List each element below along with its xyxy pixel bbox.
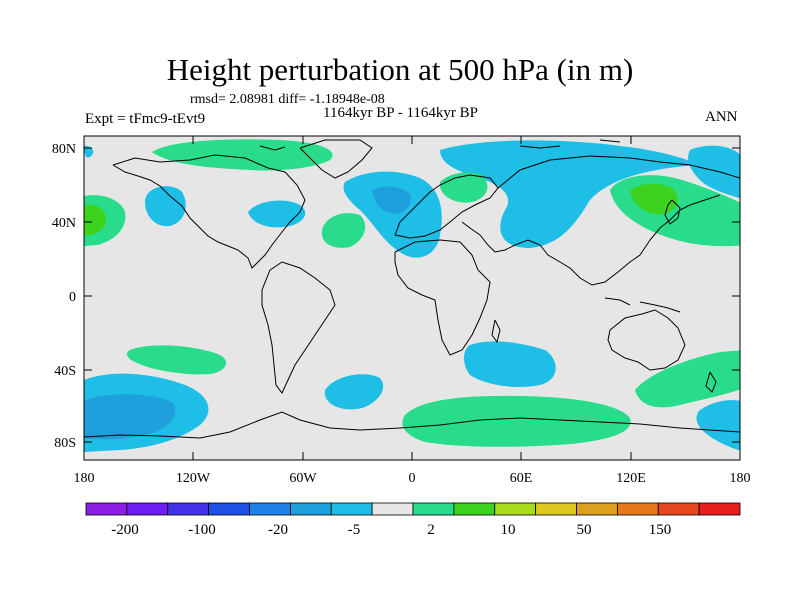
lon-labels: 180 120W 60W 0 60E 120E 180 [74, 471, 751, 486]
colorbar-box [330, 502, 373, 516]
anomaly-north-atlantic-pos [321, 213, 366, 248]
colorbar-box [494, 502, 537, 516]
colorbar-labels: -200 -100 -20 -5 2 10 50 150 [111, 522, 671, 538]
anomaly-south-atlantic [324, 374, 384, 410]
colorbar-box [167, 502, 210, 516]
coast-madagascar [491, 319, 501, 344]
coast-arctic-islands [259, 139, 621, 151]
colorbar-box [249, 502, 291, 516]
lat-label: 40N [52, 216, 76, 231]
anomaly-north-atlantic-core [372, 186, 411, 214]
anomaly-south-pacific-pos [127, 345, 227, 375]
coast-africa [394, 239, 491, 356]
anomaly-south-indian [464, 341, 556, 387]
anomaly-arctic-east [688, 145, 740, 199]
coast-europe [394, 174, 499, 239]
lon-label: 60E [510, 471, 533, 486]
anomaly-antarctic-east [696, 400, 740, 451]
lat-ticks [84, 147, 740, 443]
lat-label: 40S [54, 364, 76, 379]
anomaly-southern-ocean-africa [402, 395, 631, 447]
colorbar-box [412, 502, 455, 516]
colorbar-box [289, 502, 332, 516]
anomaly-north-pacific [144, 186, 186, 227]
coast-japan [664, 199, 681, 225]
season-label: ANN [705, 109, 738, 125]
colorbar-box [616, 502, 659, 516]
lat-label: 80S [54, 436, 76, 451]
colorbar-box [698, 502, 741, 516]
coast-new-zealand [705, 371, 717, 393]
contour-fields [84, 139, 740, 452]
colorbar-box [657, 502, 700, 516]
stats-annotation: rmsd= 2.08981 diff= -1.18948e-08 [190, 92, 385, 107]
colorbar-box [371, 502, 414, 516]
colorbar-box [126, 502, 169, 516]
colorbar-label: 2 [427, 522, 435, 538]
lon-label: 180 [74, 471, 95, 486]
colorbar-label: 150 [649, 522, 672, 538]
anomaly-siberia [440, 140, 700, 248]
colorbar-label: -5 [348, 522, 361, 538]
colorbar-label: -20 [268, 522, 288, 538]
anomaly-greenland [152, 139, 333, 171]
experiment-label: Expt = tFmc9-tEvt9 [85, 111, 206, 127]
coast-greenland [299, 139, 373, 179]
coast-australia [607, 309, 686, 371]
colorbar-box [535, 502, 577, 516]
lon-label: 180 [730, 471, 751, 486]
anomaly-north-atlantic-europe [343, 171, 442, 258]
colorbar-box [208, 502, 250, 516]
lat-label: 80N [52, 142, 76, 157]
anomaly-south-pacific-west-core [84, 394, 176, 440]
colorbar-box [85, 502, 128, 516]
anomaly-dateline-north-core [84, 204, 107, 236]
colorbar-label: -100 [188, 522, 216, 538]
lon-label: 120W [176, 471, 211, 486]
anomaly-japan-core [630, 183, 678, 215]
coast-north-america [112, 154, 306, 269]
lon-ticks [83, 136, 741, 460]
coast-indonesia [604, 297, 681, 313]
period-annotation: 1164kyr BP - 1164kyr BP [323, 105, 479, 121]
coast-south-america [261, 261, 336, 394]
anomaly-arctic-west [84, 145, 94, 158]
colorbar-label: 50 [577, 522, 592, 538]
coast-antarctica [84, 411, 740, 439]
anomaly-se-australia [635, 350, 740, 408]
lon-label: 60W [289, 471, 317, 486]
colorbar-label: 10 [501, 522, 516, 538]
lon-label: 120E [616, 471, 646, 486]
lat-label: 0 [69, 290, 76, 305]
lat-labels: 80N 40N 0 40S 80S [52, 142, 76, 451]
chart-title: Height perturbation at 500 hPa (in m) [166, 52, 634, 87]
coastlines [84, 139, 740, 439]
coast-asia [461, 155, 740, 286]
lon-label: 0 [409, 471, 416, 486]
colorbar-box [576, 502, 618, 516]
colorbar-label: -200 [111, 522, 139, 538]
colorbar [85, 502, 741, 516]
colorbar-box [453, 502, 496, 516]
